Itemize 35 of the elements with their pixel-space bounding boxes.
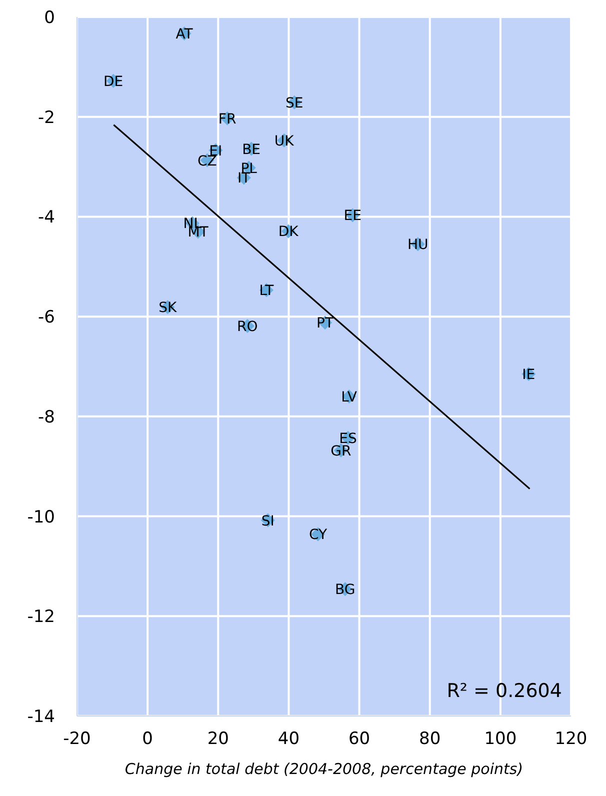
annotation: BG — [335, 582, 356, 598]
y-tick-label: -6 — [38, 308, 55, 328]
annotation: SE — [285, 95, 304, 112]
annotation: LT — [259, 283, 274, 300]
annotation: RO — [237, 319, 258, 336]
annotation: SI — [261, 513, 274, 530]
annotation: UK — [274, 133, 295, 150]
y-tick-label: 0 — [44, 8, 55, 28]
x-tick-label: 60 — [348, 729, 370, 750]
x-tick-label: 0 — [142, 729, 153, 750]
annotation: DK — [278, 224, 300, 240]
annotation: IE — [522, 366, 536, 383]
y-tick-label: -2 — [38, 108, 55, 128]
annotation: AT — [176, 26, 194, 42]
annotation: FR — [218, 111, 236, 128]
annotation: PT — [316, 316, 334, 332]
x-axis-title: Change in total debt (2004-2008, percentage points) — [124, 760, 524, 778]
x-tick-label: 120 — [554, 729, 588, 750]
annotation: LV — [341, 389, 358, 406]
x-tick-label: 80 — [419, 729, 441, 750]
y-tick-label: -10 — [27, 507, 55, 528]
annotation: HU — [407, 237, 428, 254]
x-tick-label: 40 — [278, 729, 300, 750]
annotation: R² = 0.2604 — [446, 680, 562, 702]
annotation: BE — [242, 142, 261, 158]
x-tick-label: 20 — [207, 729, 229, 750]
annotation: DE — [104, 74, 124, 90]
annotation: CY — [308, 527, 328, 544]
x-tick-label: 100 — [484, 729, 517, 750]
y-tick-label: -14 — [27, 707, 55, 728]
y-tick-label: -8 — [38, 407, 55, 428]
y-tick-label: -4 — [38, 208, 55, 228]
annotation: SK — [158, 300, 178, 316]
y-tick-label: -12 — [27, 607, 55, 628]
x-tick-label: -20 — [63, 729, 91, 750]
